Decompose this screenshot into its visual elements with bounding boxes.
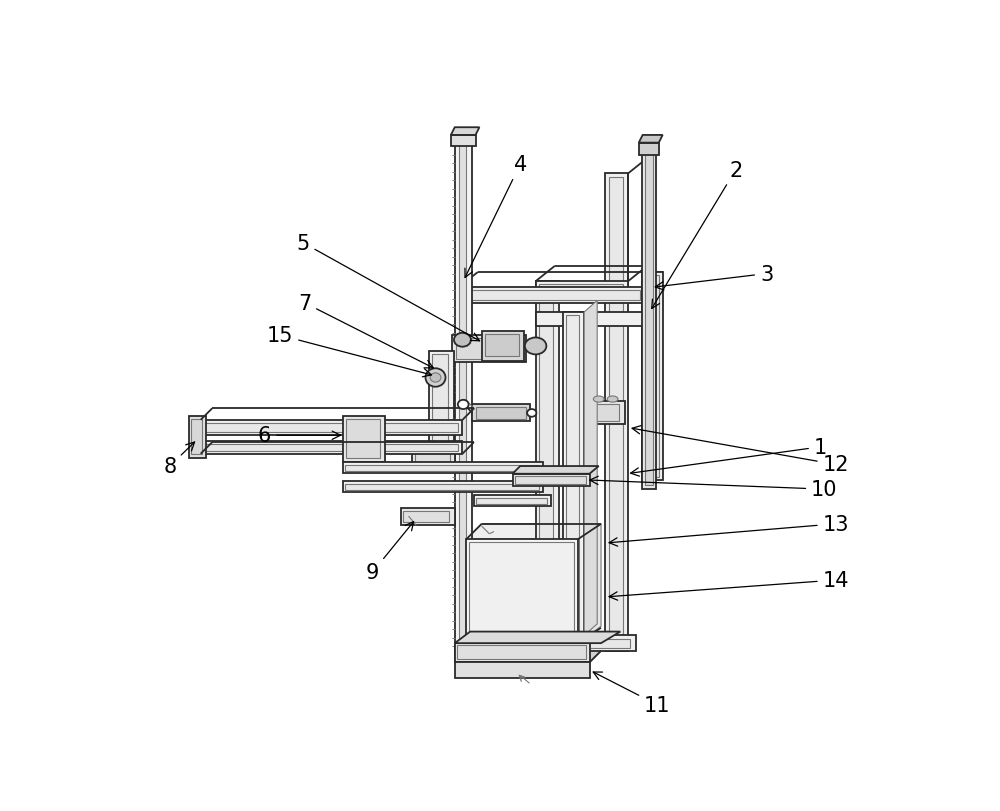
Bar — [415, 453, 450, 465]
Text: 6: 6 — [258, 426, 340, 446]
Text: 12: 12 — [632, 426, 849, 475]
Polygon shape — [578, 524, 601, 643]
Bar — [528, 636, 636, 651]
Polygon shape — [455, 632, 620, 643]
Bar — [201, 420, 462, 436]
Bar — [536, 313, 643, 327]
Text: 11: 11 — [593, 672, 671, 714]
Text: 15: 15 — [267, 326, 431, 377]
Bar — [566, 315, 579, 633]
Bar — [539, 285, 553, 647]
Polygon shape — [466, 524, 601, 539]
Bar — [459, 288, 643, 303]
Bar — [482, 332, 524, 361]
Bar — [474, 496, 551, 506]
Ellipse shape — [425, 369, 446, 388]
Polygon shape — [451, 128, 479, 135]
Bar — [459, 144, 466, 659]
Text: 3: 3 — [655, 264, 773, 290]
Bar — [343, 462, 543, 474]
Bar — [476, 407, 526, 419]
Bar — [605, 174, 628, 651]
Ellipse shape — [430, 373, 441, 383]
Ellipse shape — [454, 333, 471, 347]
Bar — [642, 151, 656, 490]
Polygon shape — [590, 632, 601, 663]
Text: 13: 13 — [609, 514, 849, 547]
Bar — [204, 444, 458, 451]
Bar — [563, 313, 584, 636]
Text: 9: 9 — [366, 522, 414, 582]
Bar — [539, 285, 623, 295]
Ellipse shape — [458, 401, 469, 410]
Bar — [461, 291, 640, 300]
Bar — [403, 511, 449, 522]
Bar — [456, 339, 521, 359]
Bar — [401, 508, 455, 526]
Bar — [472, 405, 530, 422]
Bar — [536, 282, 628, 298]
Ellipse shape — [527, 410, 536, 417]
Bar — [343, 417, 385, 462]
Bar — [204, 423, 458, 432]
Bar — [452, 336, 526, 363]
Bar — [645, 276, 659, 477]
Bar — [432, 354, 448, 463]
Bar — [429, 351, 454, 466]
Polygon shape — [584, 301, 597, 636]
Bar — [457, 646, 586, 659]
Bar — [451, 135, 476, 148]
Bar — [455, 139, 472, 663]
Text: 8: 8 — [163, 443, 195, 476]
Ellipse shape — [525, 338, 546, 355]
Polygon shape — [639, 135, 663, 144]
Text: 14: 14 — [609, 570, 849, 600]
Bar — [515, 477, 586, 484]
Bar — [455, 643, 590, 663]
Bar — [455, 663, 590, 678]
Bar — [343, 482, 543, 492]
Text: 10: 10 — [590, 477, 838, 500]
Bar — [201, 442, 462, 454]
Bar — [476, 498, 547, 504]
Bar — [191, 419, 202, 455]
Bar — [345, 465, 539, 471]
Bar — [590, 404, 619, 421]
Bar — [532, 639, 630, 648]
Bar — [512, 474, 590, 487]
Bar — [412, 451, 455, 468]
Text: 4: 4 — [465, 155, 527, 278]
Bar — [642, 272, 663, 480]
Text: 1: 1 — [631, 437, 827, 477]
Text: 5: 5 — [296, 234, 480, 341]
Bar — [189, 417, 206, 459]
Ellipse shape — [607, 397, 618, 402]
Bar — [645, 155, 653, 486]
Text: 7: 7 — [298, 294, 433, 368]
Bar — [466, 539, 578, 643]
Bar — [586, 401, 625, 424]
Ellipse shape — [593, 397, 604, 402]
Bar — [345, 484, 539, 491]
Text: 2: 2 — [652, 161, 742, 309]
Bar — [639, 144, 659, 156]
Bar — [346, 419, 380, 458]
Bar — [536, 282, 559, 651]
Bar — [609, 178, 623, 647]
Bar — [485, 335, 519, 357]
Bar — [469, 542, 574, 640]
Polygon shape — [512, 466, 599, 474]
